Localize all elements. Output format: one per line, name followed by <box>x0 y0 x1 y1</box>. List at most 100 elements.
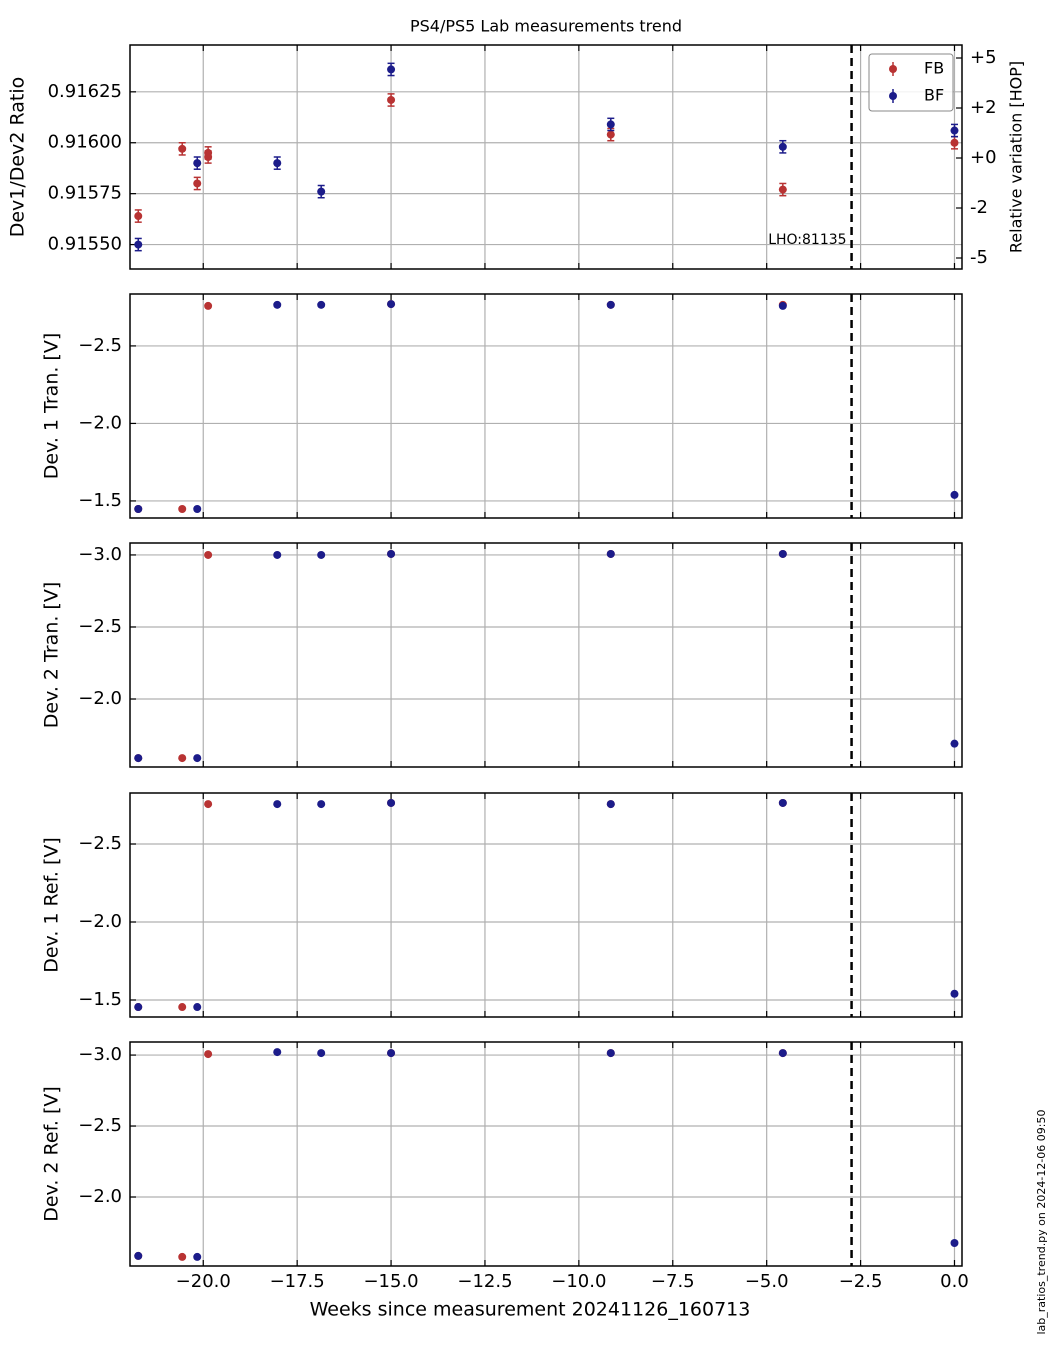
y-axis-label: Dev. 1 Ref. [V] <box>41 837 63 973</box>
x-tick-label: −7.5 <box>651 1271 695 1292</box>
y-tick-label: −1.5 <box>78 490 122 511</box>
x-tick-label: −20.0 <box>176 1271 231 1292</box>
point <box>387 549 396 558</box>
point <box>778 142 787 151</box>
y-tick-label: 0.91575 <box>48 183 122 204</box>
y-tick-label: 0.91625 <box>48 81 122 102</box>
point <box>606 1049 615 1058</box>
x-tick-label: −17.5 <box>270 1271 325 1292</box>
point <box>193 159 202 168</box>
point <box>606 549 615 558</box>
point <box>950 126 959 135</box>
point <box>317 187 326 196</box>
y2-tick-label: +5 <box>970 47 997 68</box>
x-tick-label: −15.0 <box>363 1271 418 1292</box>
point <box>134 754 143 763</box>
y-tick-label: 0.91550 <box>48 234 122 255</box>
point <box>950 989 959 998</box>
y-tick-label: −2.0 <box>78 1186 122 1207</box>
point <box>134 1003 143 1012</box>
point <box>606 120 615 129</box>
x-axis-label: Weeks since measurement 20241126_160713 <box>310 1299 751 1321</box>
point <box>178 1252 187 1261</box>
y2-axis-label: Relative variation [HOP] <box>1007 61 1026 253</box>
point <box>387 300 396 309</box>
point <box>178 505 187 514</box>
point <box>387 798 396 807</box>
point <box>273 800 282 809</box>
point <box>193 179 202 188</box>
point <box>273 1048 282 1057</box>
y-tick-label: −2.5 <box>78 616 122 637</box>
y2-tick-label: +0 <box>970 147 997 168</box>
y-axis-label: Dev1/Dev2 Ratio <box>7 77 29 238</box>
point <box>778 1049 787 1058</box>
y-tick-label: 0.91600 <box>48 132 122 153</box>
chart-title: PS4/PS5 Lab measurements trend <box>410 17 682 36</box>
y-axis-label: Dev. 1 Tran. [V] <box>41 333 63 480</box>
y-tick-label: −3.0 <box>78 544 122 565</box>
point <box>134 212 143 221</box>
point <box>134 1251 143 1260</box>
point <box>193 1003 202 1012</box>
annotation: LHO:81135 <box>768 232 846 248</box>
point <box>778 549 787 558</box>
point <box>204 800 213 809</box>
legend: FB BF <box>868 53 954 112</box>
point <box>317 300 326 309</box>
y-tick-label: −1.5 <box>78 989 122 1010</box>
x-tick-label: 0.0 <box>940 1271 969 1292</box>
point <box>204 550 213 559</box>
point <box>204 301 213 310</box>
y-tick-label: −2.0 <box>78 688 122 709</box>
point <box>273 300 282 309</box>
x-tick-label: −10.0 <box>551 1271 606 1292</box>
y2-tick-label: +2 <box>970 97 997 118</box>
legend-swatch <box>889 92 897 100</box>
point <box>778 798 787 807</box>
point <box>950 1239 959 1248</box>
y-tick-label: −2.0 <box>78 412 122 433</box>
point <box>387 65 396 74</box>
point <box>387 1049 396 1058</box>
x-tick-label: −12.5 <box>457 1271 512 1292</box>
y-tick-label: −2.5 <box>78 335 122 356</box>
point <box>178 144 187 153</box>
legend-label: FB <box>924 59 944 78</box>
point <box>606 300 615 309</box>
point <box>317 550 326 559</box>
point <box>273 159 282 168</box>
plot-frame <box>129 792 963 1018</box>
point <box>950 739 959 748</box>
y-tick-label: −3.0 <box>78 1044 122 1065</box>
point <box>193 1252 202 1261</box>
point <box>606 130 615 139</box>
x-tick-label: −5.0 <box>745 1271 789 1292</box>
point <box>134 505 143 514</box>
point <box>317 800 326 809</box>
point <box>778 301 787 310</box>
point <box>387 95 396 104</box>
plot-frame <box>129 542 963 768</box>
y-tick-label: −2.5 <box>78 1115 122 1136</box>
point <box>273 550 282 559</box>
point <box>317 1049 326 1058</box>
plot-frame <box>129 293 963 519</box>
point <box>178 1003 187 1012</box>
y2-tick-label: -5 <box>970 247 988 268</box>
point <box>606 800 615 809</box>
y2-tick-label: -2 <box>970 197 988 218</box>
y-tick-label: −2.0 <box>78 911 122 932</box>
y-tick-label: −2.5 <box>78 833 122 854</box>
legend-label: BF <box>924 86 944 105</box>
legend-swatch <box>889 65 897 73</box>
plot-frame <box>129 1041 963 1267</box>
point <box>778 185 787 194</box>
y-axis-label: Dev. 2 Tran. [V] <box>41 582 63 729</box>
point <box>950 490 959 499</box>
point <box>204 148 213 157</box>
point <box>204 1050 213 1059</box>
point <box>950 138 959 147</box>
y-axis-label: Dev. 2 Ref. [V] <box>41 1086 63 1222</box>
